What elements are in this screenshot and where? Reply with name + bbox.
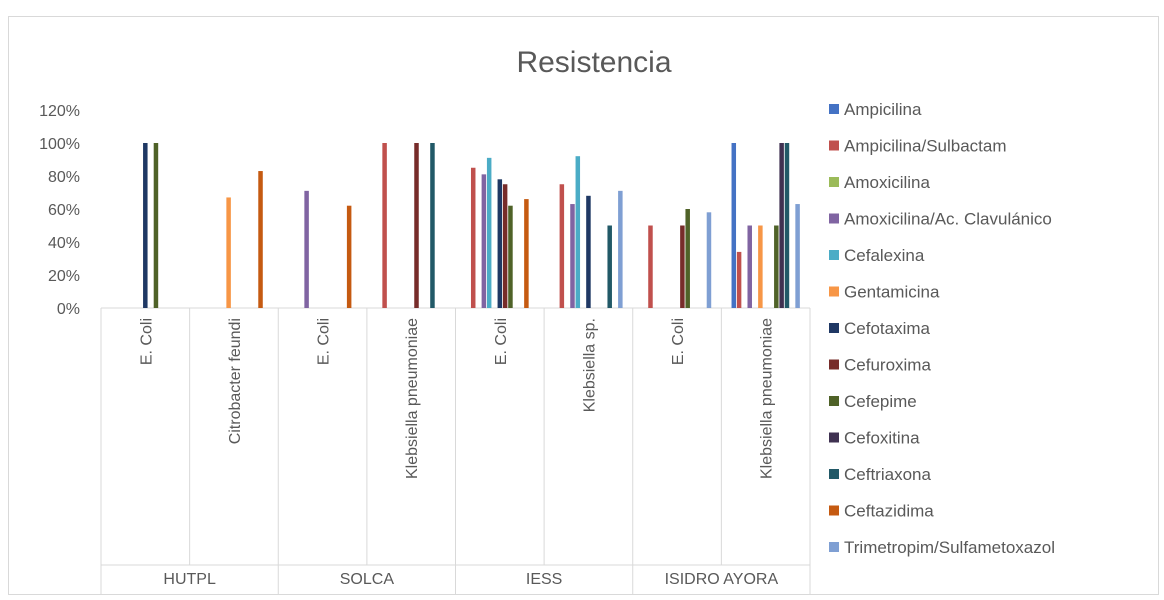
legend-label: Cefotaxima xyxy=(844,319,931,338)
axes: 0% 20% 40% 60% 80% 100% 120% xyxy=(39,103,811,594)
legend-label: Amoxicilina xyxy=(844,173,931,192)
legend-swatch xyxy=(829,250,839,260)
chart-title: Resistencia xyxy=(516,46,671,79)
legend-swatch xyxy=(829,323,839,333)
bar xyxy=(258,171,263,308)
legend-label: Cefalexina xyxy=(844,246,925,265)
bar xyxy=(618,190,623,308)
y-tick-label: 120% xyxy=(39,103,80,120)
bar xyxy=(497,179,503,308)
category-label: Klebsiella sp. xyxy=(581,318,598,412)
legend-swatch xyxy=(829,359,839,370)
bar xyxy=(784,143,790,308)
category-label: Klebsiella pneumoniae xyxy=(759,318,776,479)
group-label: SOLCA xyxy=(340,571,395,588)
bar xyxy=(481,174,487,308)
legend-swatch xyxy=(829,542,839,552)
legend-label: Amoxicilina/Ac. Clavulánico xyxy=(844,210,1052,229)
y-tick-label: 80% xyxy=(48,169,80,186)
group-label: HUTPL xyxy=(163,571,216,588)
bar xyxy=(795,204,800,308)
legend-swatch xyxy=(829,505,839,516)
bar xyxy=(586,195,591,308)
legend-label: Gentamicina xyxy=(844,283,940,302)
bar xyxy=(153,143,159,308)
legend-label: Ceftriaxona xyxy=(844,465,931,484)
bar xyxy=(570,204,575,308)
group-label: IESS xyxy=(526,571,562,588)
bar xyxy=(508,205,513,308)
bar xyxy=(648,225,653,308)
category-label: Citrobacter feundi xyxy=(227,318,244,444)
bar xyxy=(430,143,435,308)
bar xyxy=(502,184,508,308)
bar xyxy=(226,197,231,308)
legend-label: Cefuroxima xyxy=(844,356,931,375)
bar xyxy=(559,184,565,308)
legend-swatch xyxy=(829,286,839,297)
bar xyxy=(143,143,148,308)
legend-label: Ampicilina xyxy=(844,100,922,119)
bar xyxy=(470,167,476,308)
bar xyxy=(346,205,352,308)
bar xyxy=(607,225,612,308)
category-label: E. Coli xyxy=(670,318,687,365)
bar xyxy=(382,143,387,308)
legend-swatch xyxy=(829,177,839,187)
chart-border xyxy=(8,16,1159,595)
y-tick-label: 100% xyxy=(39,136,80,153)
category-label: E. Coli xyxy=(138,318,155,365)
y-tick-label: 20% xyxy=(48,268,80,285)
bar xyxy=(486,157,492,308)
bar xyxy=(524,199,529,308)
legend-label: Trimetropim/Sulfametoxazol xyxy=(844,538,1055,557)
bar xyxy=(731,143,737,308)
bar xyxy=(758,225,763,308)
bar xyxy=(304,190,309,308)
legend-swatch xyxy=(829,396,839,406)
bar xyxy=(414,143,419,308)
group-label: ISIDRO AYORA xyxy=(665,571,779,588)
legend-swatch xyxy=(829,213,839,224)
legend-label: Ceftazidima xyxy=(844,502,934,521)
bar xyxy=(706,212,712,308)
bar xyxy=(736,251,742,308)
y-tick-label: 60% xyxy=(48,202,80,219)
legend-swatch xyxy=(829,469,839,479)
legend-label: Ampicilina/Sulbactam xyxy=(844,137,1007,156)
y-tick-label: 40% xyxy=(48,235,80,252)
y-tick-label: 0% xyxy=(57,301,80,318)
bar xyxy=(685,209,690,308)
bar xyxy=(774,225,779,308)
category-label: Klebsiella pneumoniae xyxy=(404,318,421,479)
bar xyxy=(575,156,581,308)
x-category-labels: E. Coli Citrobacter feundi E. Coli Klebsiel… xyxy=(138,318,778,588)
legend-swatch xyxy=(829,140,839,151)
legend-label: Cefoxitina xyxy=(844,429,920,448)
bar xyxy=(747,225,752,308)
bar xyxy=(680,225,685,308)
bar xyxy=(779,143,784,308)
category-label: E. Coli xyxy=(316,318,333,365)
category-label: E. Coli xyxy=(493,318,510,365)
legend: Ampicilina Ampicilina/Sulbactam Amoxicilin… xyxy=(829,100,1055,557)
legend-label: Cefepime xyxy=(844,392,917,411)
legend-swatch xyxy=(829,104,839,114)
bars xyxy=(143,143,800,308)
legend-swatch xyxy=(829,432,839,443)
